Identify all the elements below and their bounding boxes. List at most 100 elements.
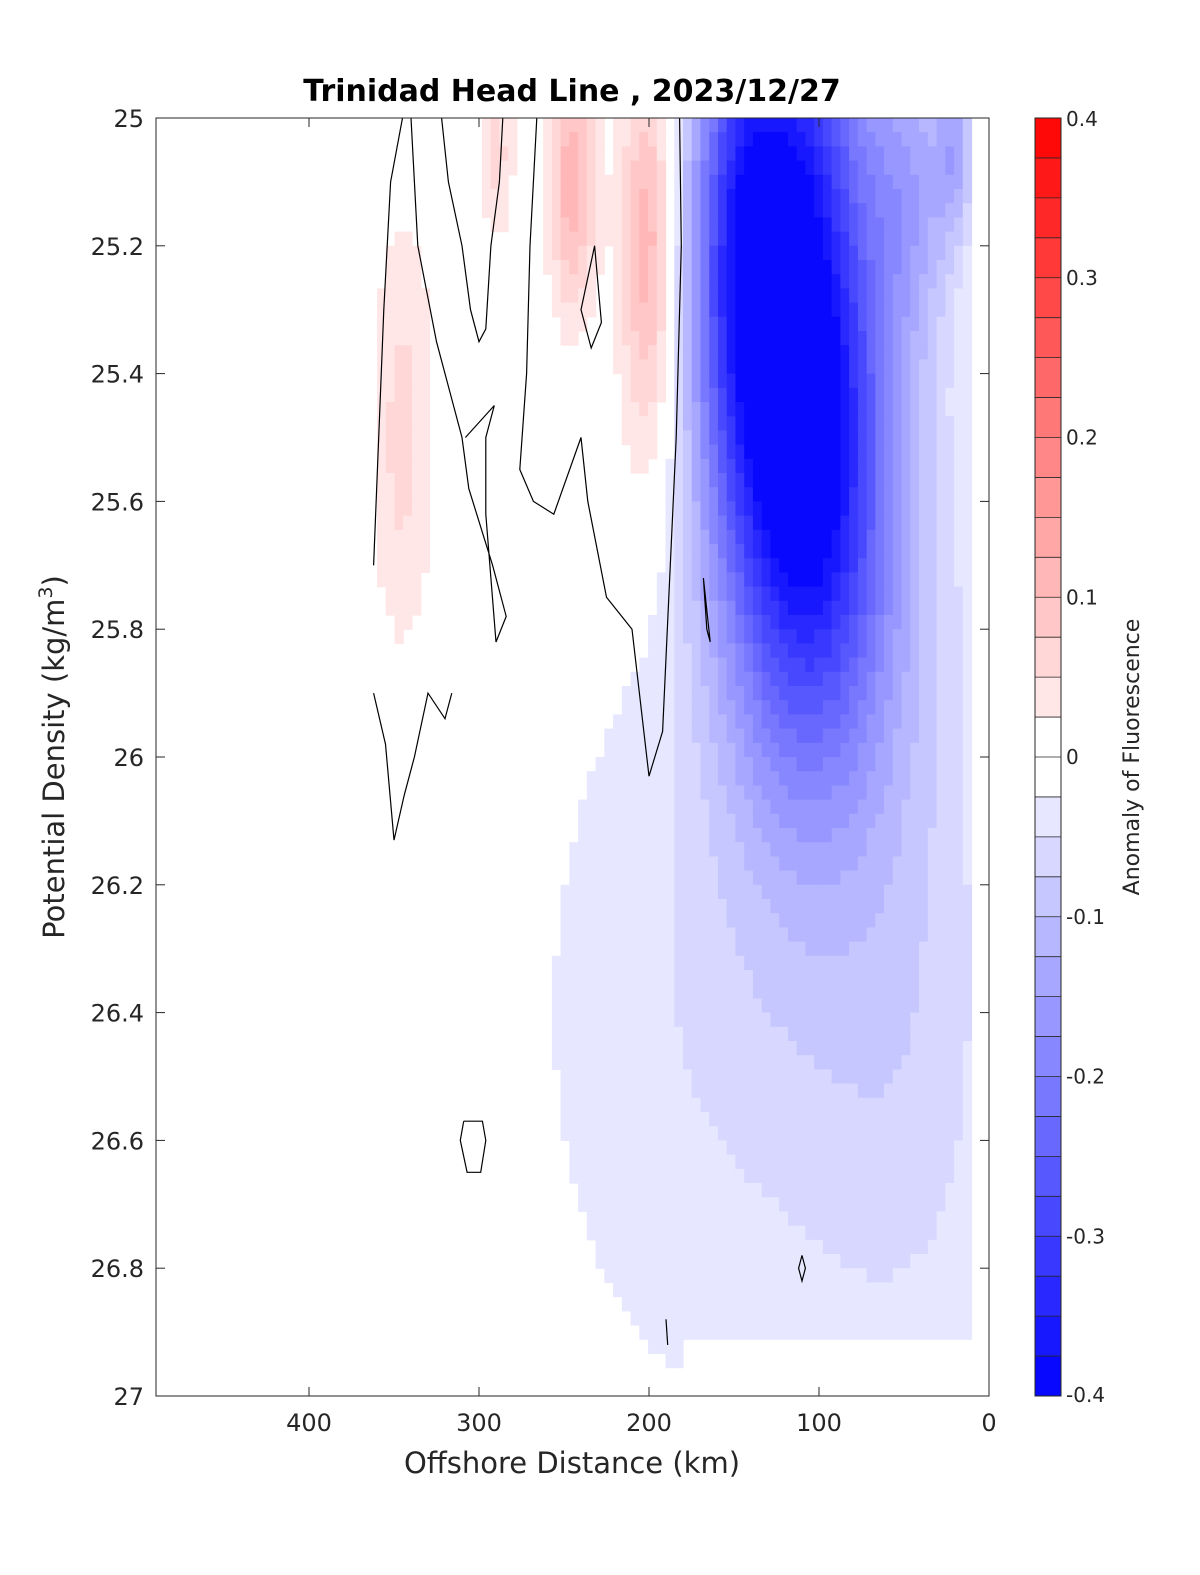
heatmap-cell <box>744 1183 754 1198</box>
heatmap-cell <box>665 899 675 914</box>
heatmap-cell <box>866 274 876 289</box>
heatmap-cell <box>866 1112 876 1127</box>
heatmap-cell <box>648 643 658 659</box>
heatmap-cell <box>927 302 938 318</box>
heatmap-cell <box>595 1041 605 1056</box>
heatmap-cell <box>630 458 640 474</box>
heatmap-cell <box>884 1154 894 1170</box>
heatmap-cell <box>936 572 946 588</box>
heatmap-cell <box>849 1296 859 1312</box>
heatmap-cell <box>761 998 772 1014</box>
heatmap-cell <box>857 757 868 772</box>
heatmap-cell <box>892 998 903 1014</box>
heatmap-cell <box>805 1225 815 1241</box>
heatmap-cell <box>709 984 719 999</box>
heatmap-cell <box>840 799 850 815</box>
heatmap-cell <box>892 643 903 659</box>
heatmap-cell <box>875 430 885 446</box>
heatmap-cell <box>805 970 815 985</box>
heatmap-cell <box>648 1012 658 1028</box>
heatmap-cell <box>927 884 938 900</box>
heatmap-cell <box>919 288 929 304</box>
heatmap-cell <box>420 416 431 431</box>
heatmap-cell <box>936 1126 946 1141</box>
heatmap-cell <box>910 1225 920 1241</box>
heatmap-cell <box>726 416 737 431</box>
heatmap-cell <box>901 402 911 417</box>
heatmap-cell <box>543 146 553 162</box>
heatmap-cell <box>884 373 894 389</box>
heatmap-cell <box>735 970 745 985</box>
heatmap-cell <box>779 1069 789 1085</box>
heatmap-cell <box>805 757 815 772</box>
heatmap-cell <box>648 1225 658 1241</box>
heatmap-cell <box>674 203 684 218</box>
y-tick-label: 25.8 <box>91 616 144 644</box>
heatmap-cell <box>735 600 745 616</box>
heatmap-cell <box>744 458 754 474</box>
colorbar-label: Anomaly of Fluorescence <box>1120 619 1145 896</box>
heatmap-cell <box>613 828 623 843</box>
heatmap-cell <box>779 402 789 417</box>
heatmap-cell <box>919 1225 929 1241</box>
heatmap-cell <box>787 1126 798 1141</box>
heatmap-cell <box>752 671 763 687</box>
heatmap-cell <box>735 742 745 758</box>
heatmap-cell <box>910 586 920 602</box>
heatmap-cell <box>385 572 396 588</box>
heatmap-cell <box>595 785 605 801</box>
heatmap-cell <box>700 856 710 872</box>
heatmap-cell <box>674 260 684 275</box>
heatmap-cell <box>910 955 920 971</box>
heatmap-cell <box>700 899 710 914</box>
heatmap-cell <box>377 515 387 531</box>
heatmap-cell <box>884 1254 894 1269</box>
heatmap-cell <box>752 1282 763 1298</box>
heatmap-cell <box>621 1069 632 1085</box>
heatmap-cell <box>717 998 728 1014</box>
heatmap-cell <box>613 359 623 375</box>
heatmap-cell <box>787 700 798 715</box>
heatmap-cell <box>394 629 404 644</box>
heatmap-cell <box>761 913 772 928</box>
heatmap-cell <box>613 771 623 786</box>
colorbar-swatch <box>1035 1276 1061 1317</box>
heatmap-cell <box>691 856 702 872</box>
heatmap-cell <box>726 473 737 488</box>
heatmap-cell <box>884 984 894 999</box>
heatmap-cell <box>822 302 833 318</box>
colorbar-swatch <box>1035 836 1061 878</box>
heatmap-cell <box>770 870 780 886</box>
heatmap-cell <box>875 600 885 616</box>
heatmap-cell <box>656 828 667 843</box>
heatmap-cell <box>796 1154 806 1170</box>
heatmap-cell <box>901 274 911 289</box>
heatmap-cell <box>822 430 833 446</box>
heatmap-cell <box>630 984 640 999</box>
heatmap-cell <box>709 260 719 275</box>
heatmap-cell <box>840 302 850 318</box>
heatmap-cell <box>726 231 737 247</box>
heatmap-cell <box>814 1097 824 1113</box>
heatmap-cell <box>770 941 780 957</box>
heatmap-cell <box>857 174 868 190</box>
heatmap-cell <box>648 955 658 971</box>
heatmap-cell <box>709 430 719 446</box>
heatmap-cell <box>884 700 894 715</box>
heatmap-cell <box>569 118 579 133</box>
heatmap-cell <box>691 742 702 758</box>
heatmap-cell <box>717 189 728 204</box>
heatmap-cell <box>884 217 894 233</box>
heatmap-cell <box>840 785 850 801</box>
heatmap-cell <box>866 444 876 460</box>
heatmap-cell <box>656 742 667 758</box>
heatmap-cell <box>385 600 396 616</box>
heatmap-cell <box>403 558 413 573</box>
heatmap-cell <box>901 160 911 176</box>
heatmap-cell <box>849 302 859 318</box>
heatmap-cell <box>639 260 649 275</box>
heatmap-cell <box>954 245 964 261</box>
heatmap-cell <box>674 799 684 815</box>
heatmap-cell <box>884 331 894 346</box>
heatmap-cell <box>936 444 946 460</box>
